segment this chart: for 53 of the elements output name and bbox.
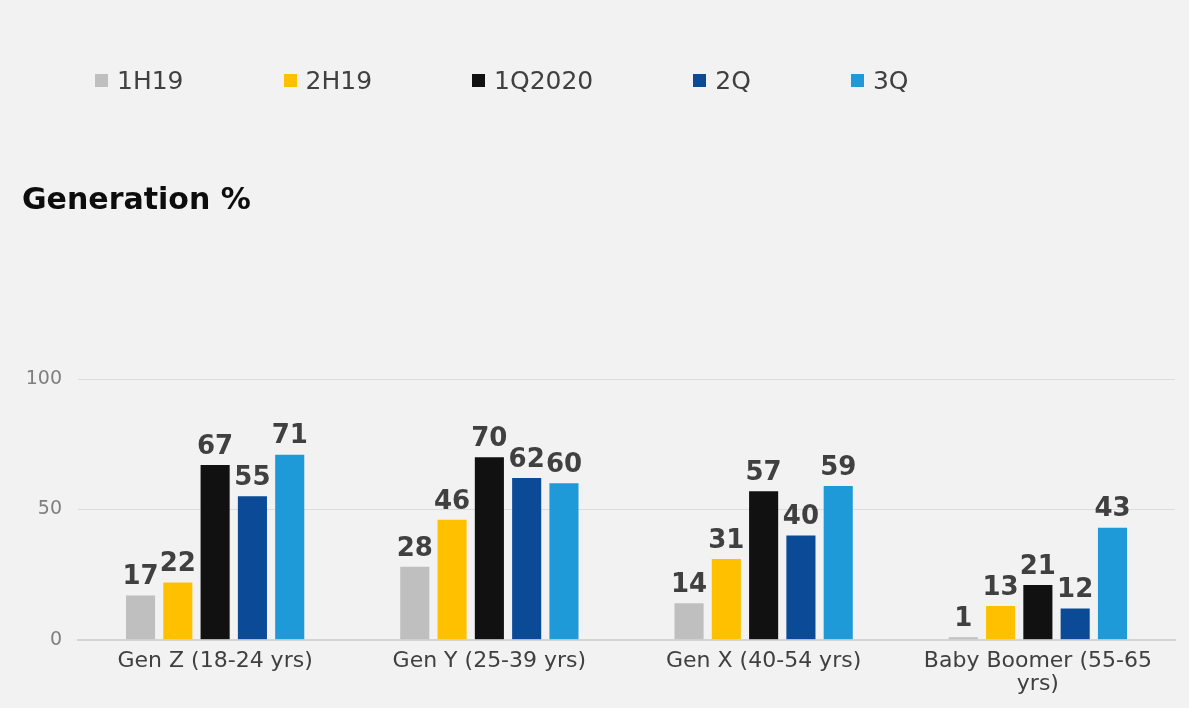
legend-label: 2Q: [715, 66, 751, 95]
data-label: 70: [471, 421, 508, 452]
bar: [237, 496, 267, 640]
x-tick-label: Gen Y (25-39 yrs): [392, 647, 587, 673]
bar: [275, 454, 305, 640]
x-tick-label: Gen Z (18-24 yrs): [117, 647, 313, 673]
bar: [948, 637, 978, 640]
bar: [1023, 585, 1053, 640]
bar: [711, 558, 741, 640]
bar: [1097, 527, 1128, 640]
data-label: 12: [1057, 573, 1094, 604]
data-label: 28: [396, 531, 433, 562]
bar: [549, 483, 579, 640]
bar: [674, 603, 704, 640]
legend-label: 2H19: [305, 66, 373, 95]
data-label: 46: [433, 484, 471, 515]
y-tick-label: 0: [49, 626, 62, 649]
bar: [823, 485, 853, 640]
bar: [437, 519, 467, 640]
legend-label: 3Q: [872, 66, 909, 95]
bar: [125, 595, 156, 640]
data-label: 57: [745, 455, 782, 486]
legend-label: 1H19: [117, 66, 184, 95]
bar: [512, 478, 542, 640]
data-label: 55: [234, 461, 271, 492]
data-label: 1: [954, 601, 973, 632]
bar: [400, 566, 430, 640]
data-label: 43: [1094, 492, 1131, 523]
data-label: 13: [982, 570, 1019, 601]
bar: [200, 465, 230, 640]
x-tick-label: Baby Boomer (55-65 yrs): [923, 647, 1152, 696]
data-label: 62: [508, 442, 545, 473]
bar: [1060, 608, 1090, 640]
y-tick-label: 100: [25, 365, 62, 388]
bar: [986, 605, 1016, 640]
data-label: 67: [197, 429, 234, 460]
data-label: 14: [670, 568, 708, 599]
data-label: 40: [782, 500, 820, 531]
data-label: 17: [122, 560, 159, 591]
bar: [474, 457, 504, 640]
bar: [786, 535, 816, 640]
data-label: 22: [159, 547, 196, 578]
data-label: 59: [820, 450, 857, 481]
data-label: 31: [708, 523, 745, 554]
bar: [163, 582, 193, 640]
chart-title: Generation %: [22, 180, 251, 216]
legend-label: 1Q2020: [494, 66, 594, 95]
x-tick-label: Gen X (40-54 yrs): [666, 647, 862, 673]
data-label: 60: [545, 448, 583, 479]
y-tick-label: 50: [37, 496, 62, 519]
data-label: 71: [271, 419, 308, 450]
bar: [749, 491, 779, 640]
data-label: 21: [1019, 549, 1056, 580]
